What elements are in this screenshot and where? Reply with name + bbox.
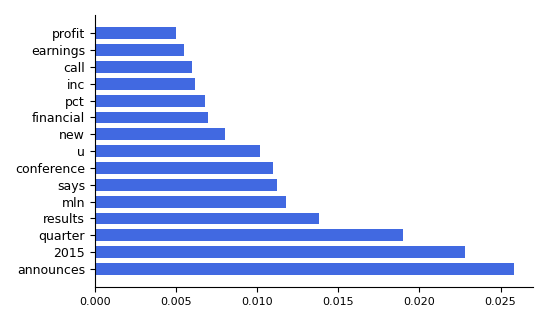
Bar: [95, 95, 205, 107]
Bar: [95, 246, 465, 258]
Bar: [95, 213, 319, 224]
Bar: [95, 27, 176, 39]
Bar: [95, 162, 273, 174]
Bar: [95, 44, 184, 56]
Bar: [95, 179, 277, 191]
Bar: [95, 78, 196, 90]
Bar: [95, 196, 286, 208]
Bar: [95, 61, 192, 73]
Bar: [95, 111, 208, 123]
Bar: [95, 145, 260, 157]
Bar: [95, 230, 403, 241]
Bar: [95, 263, 513, 275]
Bar: [95, 128, 225, 140]
